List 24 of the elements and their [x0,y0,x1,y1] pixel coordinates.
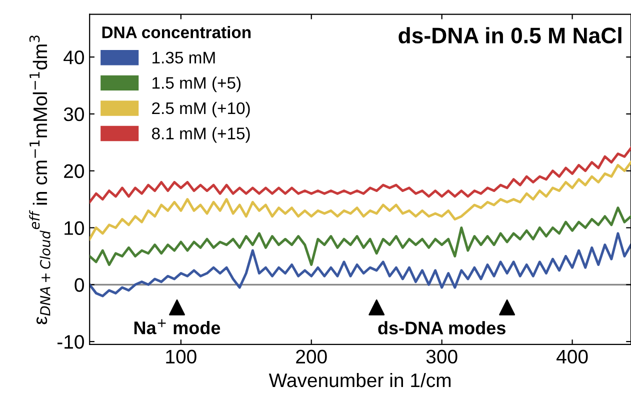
legend-label: 1.35 mM [152,52,215,64]
line-series [90,161,631,240]
text: ε$_{DNA+Cloud}$$^{eff}$ in cm$^{−1}$mMol$^{−1}$dm$^{3}$ [29,36,50,324]
x-tick-label: 400 [556,350,588,364]
x-tick-label: 300 [426,350,458,364]
y-tick-label: 0 [74,278,84,292]
legend-label: 8.1 mM (+15) [152,127,250,143]
y-tick-label: 30 [64,107,84,122]
x-tick-label: 200 [296,350,327,364]
line-series [90,232,631,298]
annotation: ds-DNA modes [378,321,506,334]
x-tick-label: 100 [166,350,196,364]
y-tick-label: 20 [64,164,84,178]
line-series [90,206,631,266]
y-tick-label: 40 [64,50,84,64]
line-series [90,146,631,204]
legend-title: DNA concentration [102,26,251,38]
annotation: Na$^{+}$ mode [134,319,220,334]
chart-title: ds-DNA in 0.5 M NaCl [398,27,622,44]
legend-label: 1.5 mM (+5) [152,76,241,92]
y-tick-label: 10 [64,221,84,235]
x-axis-title: Wavenumber in 1/cm [268,372,451,388]
legend-label: 2.5 mM (+10) [152,102,250,118]
y-tick-label: -10 [58,335,84,349]
